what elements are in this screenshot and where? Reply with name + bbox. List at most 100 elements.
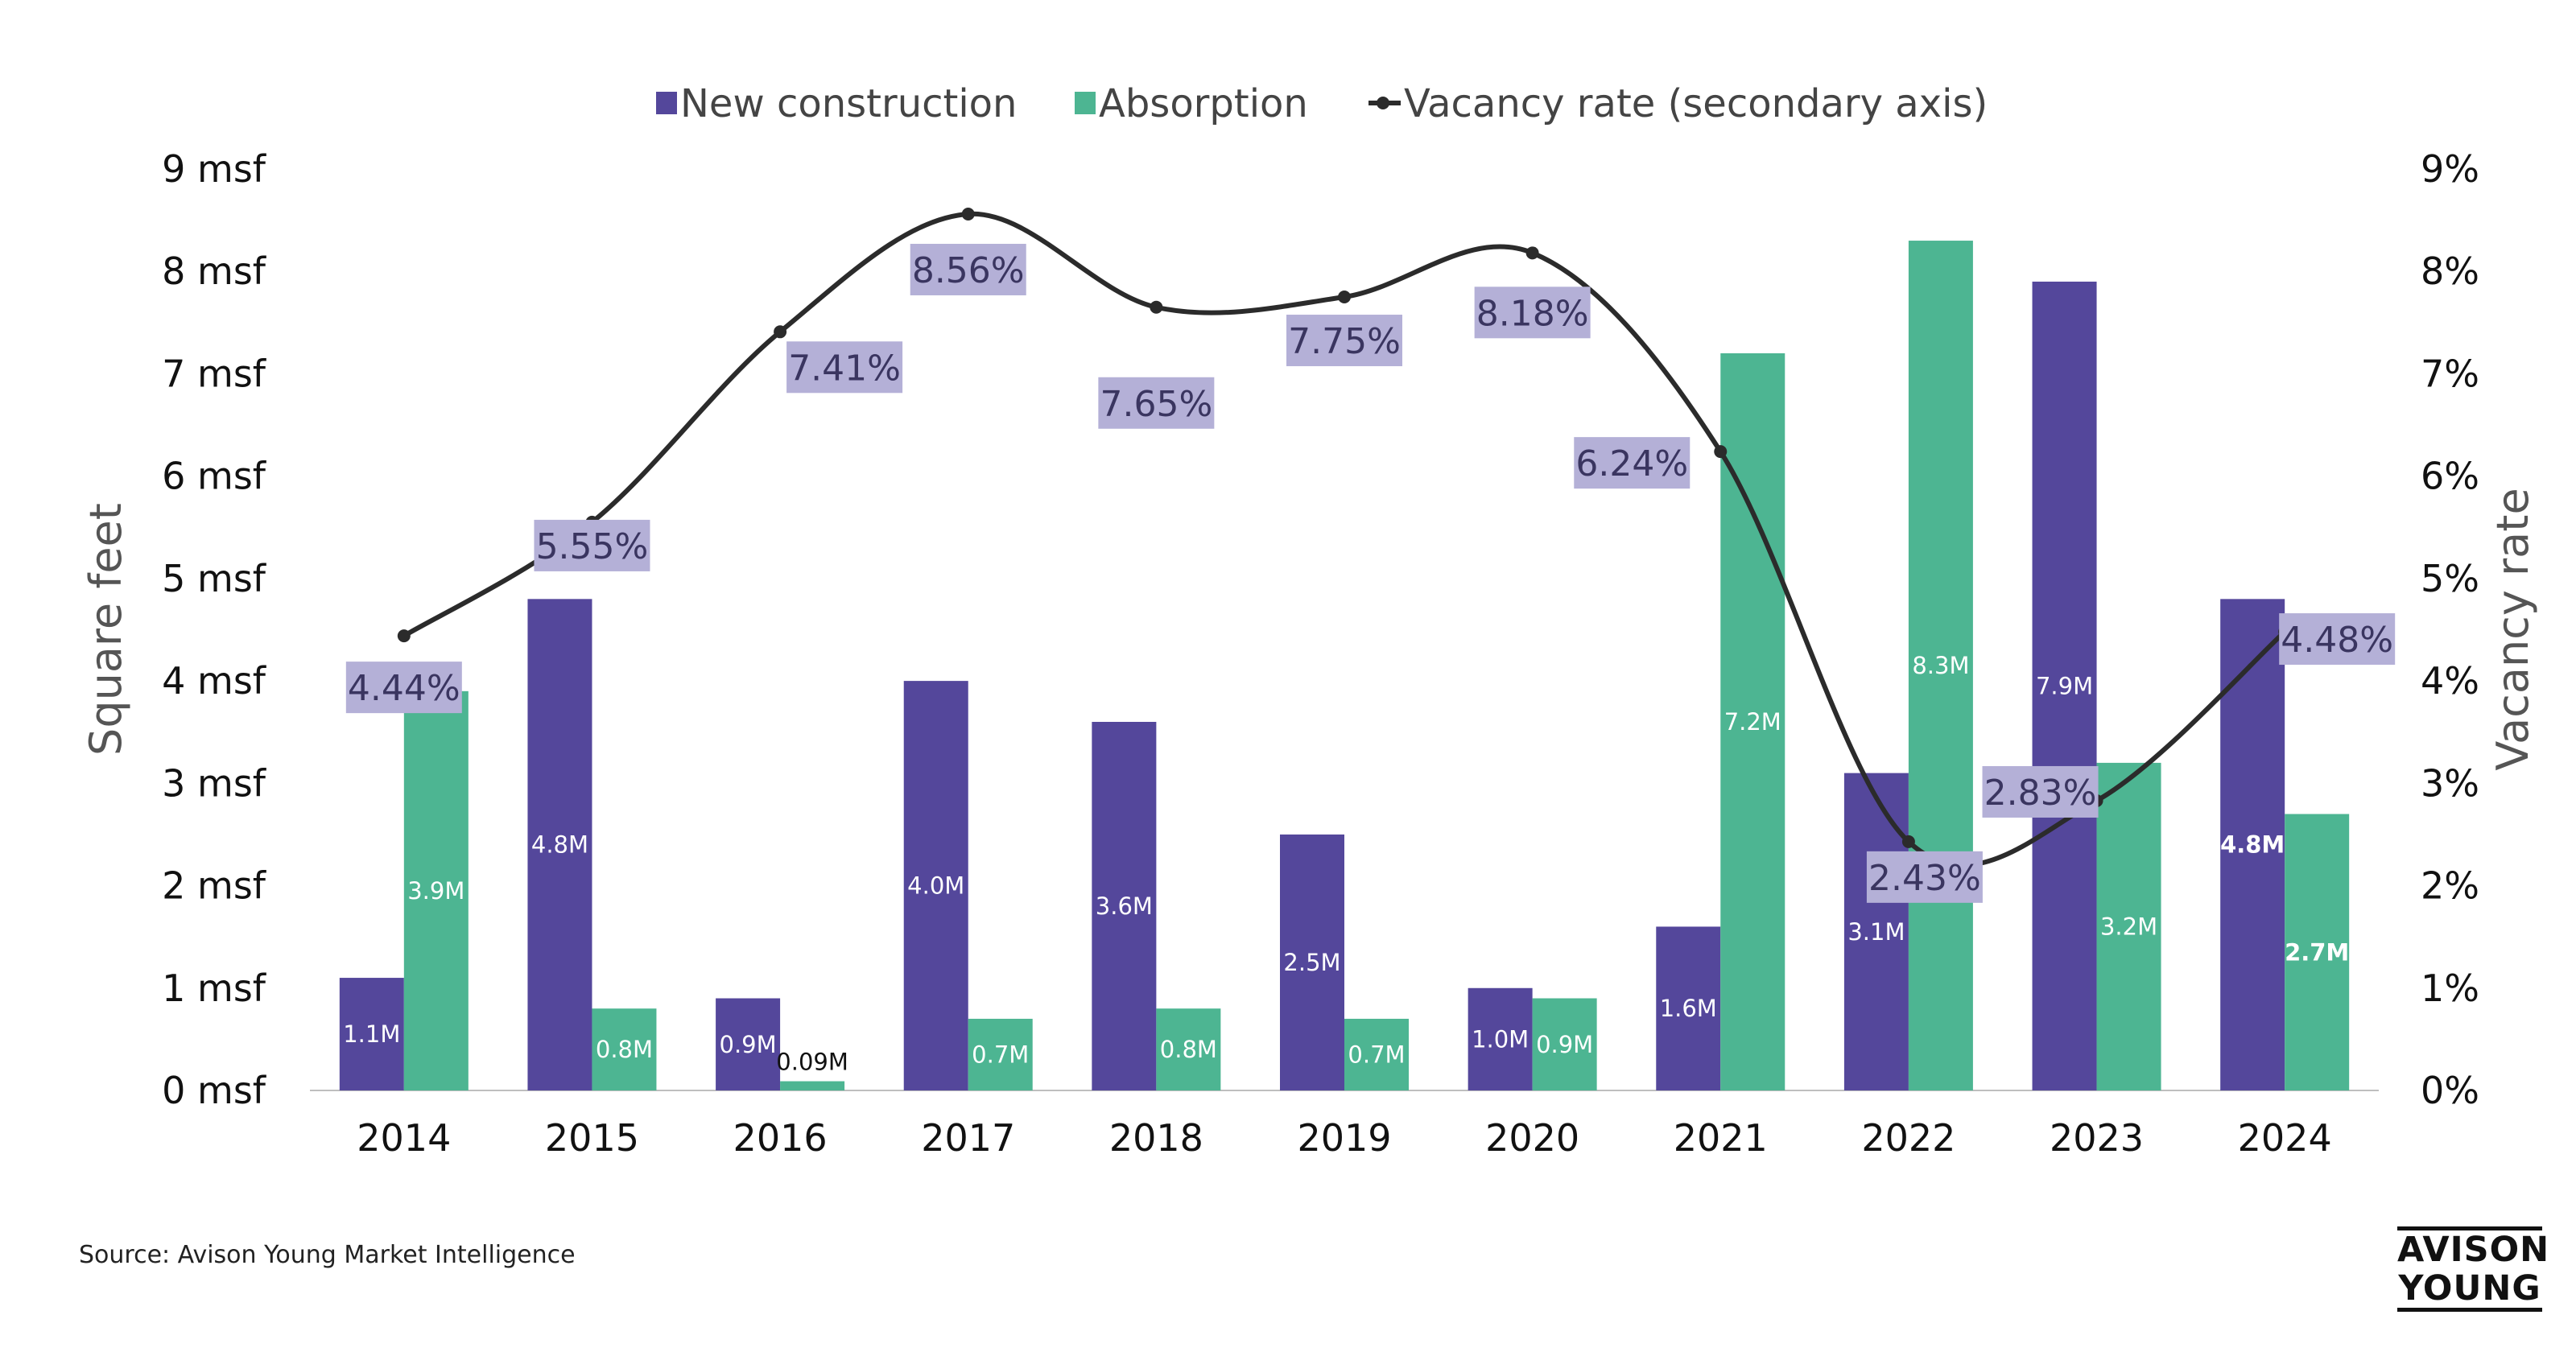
vacancy-rate-point — [397, 629, 411, 643]
y-tick-label-right: 7% — [2421, 352, 2479, 395]
vacancy-label-box — [1474, 286, 1591, 339]
y-tick-label-right: 8% — [2421, 249, 2479, 293]
y-tick-label-right: 0% — [2421, 1069, 2479, 1112]
logo-bar-bottom — [2397, 1308, 2542, 1312]
bar-data-label: 0.9M — [1536, 1031, 1593, 1058]
bar-data-label: 0.8M — [1160, 1036, 1217, 1063]
bar-data-label: 2.7M — [2285, 938, 2349, 966]
y-tick-label: 9 msf — [162, 147, 267, 191]
vacancy-rate-point — [1150, 300, 1163, 314]
vacancy-data-label: 7.65% — [1100, 384, 1212, 425]
bar-absorption — [592, 1008, 657, 1090]
y-tick-label-right: 2% — [2421, 864, 2479, 908]
y-axis-title-right: Vacancy rate — [2487, 488, 2538, 770]
avison-young-logo: AVISON YOUNG — [2397, 1226, 2550, 1312]
bar-data-label: 1.0M — [1472, 1025, 1529, 1053]
vacancy-label-box — [786, 341, 903, 394]
vacancy-label-box — [1982, 765, 2099, 818]
bar-data-label: 3.1M — [1847, 918, 1905, 946]
bar-data-label: 0.7M — [972, 1041, 1029, 1068]
vacancy-label-box — [2279, 613, 2396, 666]
bar-new-construction — [1092, 722, 1157, 1090]
legend-line-marker — [1377, 97, 1389, 109]
bar-data-label: 2.5M — [1283, 949, 1340, 976]
legend-swatch — [656, 92, 677, 114]
bar-data-label: 0.9M — [720, 1031, 777, 1058]
vacancy-rate-point — [1714, 445, 1728, 459]
bar-new-construction — [527, 599, 592, 1090]
vacancy-label-box — [1866, 851, 1983, 903]
bar-new-construction — [2220, 599, 2285, 1090]
bar-data-label: 0.09M — [776, 1049, 848, 1076]
vacancy-data-label: 8.18% — [1476, 293, 1589, 334]
x-tick-label: 2021 — [1674, 1116, 1768, 1160]
logo-bar-top — [2397, 1226, 2542, 1230]
bar-data-label: 1.1M — [343, 1020, 400, 1048]
y-tick-label: 1 msf — [162, 967, 267, 1010]
y-tick-label: 3 msf — [162, 761, 267, 805]
y-axis-title: Square feet — [80, 503, 131, 756]
bar-data-label: 4.8M — [2220, 831, 2285, 859]
vacancy-data-label: 7.75% — [1288, 321, 1401, 362]
vacancy-data-label: 2.43% — [1868, 858, 1981, 899]
y-tick-label: 7 msf — [162, 352, 267, 395]
y-tick-label-right: 4% — [2421, 659, 2479, 703]
bar-new-construction — [1280, 834, 1344, 1090]
vacancy-label-box — [534, 519, 650, 571]
x-tick-label: 2022 — [1861, 1116, 1955, 1160]
vacancy-data-label: 2.83% — [1984, 773, 2097, 814]
vacancy-data-label: 8.56% — [912, 250, 1025, 291]
bar-absorption — [403, 690, 469, 1090]
bar-new-construction — [1656, 926, 1721, 1090]
bar-new-construction — [1468, 987, 1533, 1090]
bar-absorption — [780, 1081, 845, 1090]
source-note: Source: Avison Young Market Intelligence — [79, 1241, 576, 1269]
legend-label: Absorption — [1099, 81, 1308, 126]
bar-data-label: 0.7M — [1348, 1041, 1405, 1068]
bar-new-construction — [2032, 281, 2097, 1090]
y-tick-label-right: 9% — [2421, 147, 2479, 191]
y-tick-label: 0 msf — [162, 1069, 267, 1112]
bar-absorption — [1720, 353, 1785, 1090]
logo-line-1: AVISON — [2397, 1230, 2550, 1270]
vacancy-label-box — [345, 662, 462, 714]
vacancy-label-box — [1286, 315, 1402, 367]
bar-absorption — [2285, 814, 2350, 1090]
bar-absorption — [1532, 998, 1597, 1090]
y-tick-label-right: 6% — [2421, 455, 2479, 498]
y-tick-label-right: 1% — [2421, 967, 2479, 1010]
bar-data-label: 3.9M — [407, 877, 464, 905]
vacancy-rate-point — [1901, 835, 1915, 848]
x-tick-label: 2014 — [357, 1116, 451, 1160]
bar-absorption — [2096, 762, 2161, 1090]
vacancy-rate-point — [961, 207, 975, 221]
bar-absorption — [1908, 241, 1973, 1090]
bar-absorption — [968, 1018, 1033, 1090]
y-tick-label-right: 3% — [2421, 761, 2479, 805]
vacancy-rate-point — [1338, 291, 1351, 304]
bar-absorption — [1156, 1008, 1221, 1090]
bar-data-label: 4.0M — [907, 872, 964, 900]
x-tick-label: 2019 — [1297, 1116, 1391, 1160]
vacancy-label-box — [1574, 437, 1690, 489]
vacancy-label-box — [910, 243, 1026, 295]
bar-data-label: 7.2M — [1724, 708, 1781, 736]
bar-data-label: 1.6M — [1660, 995, 1717, 1022]
vacancy-rate-point — [774, 325, 787, 339]
legend-swatch — [1075, 92, 1096, 114]
bar-new-construction — [1843, 773, 1909, 1090]
bar-data-label: 8.3M — [1912, 652, 1969, 679]
x-tick-label: 2015 — [545, 1116, 639, 1160]
bar-data-label: 4.8M — [531, 831, 588, 859]
y-tick-label-right: 5% — [2421, 557, 2479, 600]
y-tick-label: 5 msf — [162, 557, 267, 600]
y-tick-label: 4 msf — [162, 659, 267, 703]
vacancy-data-label: 4.48% — [2281, 620, 2393, 661]
vacancy-label-box — [1098, 377, 1215, 429]
bar-absorption — [1344, 1018, 1409, 1090]
logo-line-2: YOUNG — [2398, 1268, 2541, 1309]
legend-label: Vacancy rate (secondary axis) — [1404, 81, 1988, 126]
x-tick-label: 2018 — [1109, 1116, 1203, 1160]
y-tick-label: 2 msf — [162, 864, 267, 908]
